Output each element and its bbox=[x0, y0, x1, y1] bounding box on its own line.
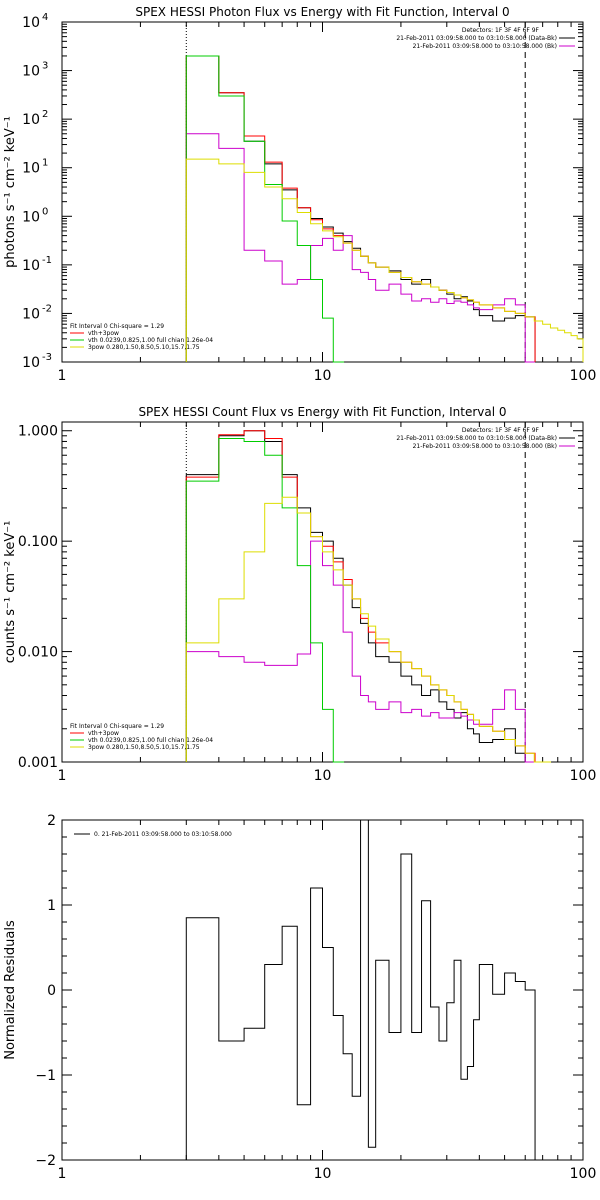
x-tick-label: 100 bbox=[570, 368, 597, 384]
y-tick-label: 2 bbox=[47, 813, 56, 829]
plot-frame bbox=[61, 421, 584, 763]
x-tick-label: 100 bbox=[570, 768, 597, 784]
legend-header: Fit Interval 0 Chi-square = 1.29 bbox=[70, 723, 164, 730]
legend-header: Fit Interval 0 Chi-square = 1.29 bbox=[70, 323, 164, 330]
y-tick-label: 10 bbox=[22, 15, 40, 31]
x-tick-label: 1 bbox=[58, 768, 67, 784]
series-line-1 bbox=[185, 540, 536, 763]
legend-entry: vth+3pow bbox=[88, 330, 119, 337]
x-tick-label: 1 bbox=[58, 368, 67, 384]
legend-header: Detectors: 1F 3F 4F 6F 9F bbox=[462, 427, 540, 434]
y-tick-label: 10 bbox=[22, 306, 40, 322]
y-axis-label: photons s⁻¹ cm⁻² keV⁻¹ bbox=[3, 116, 18, 268]
y-tick-exponent: -1 bbox=[42, 255, 52, 266]
series-line-0 bbox=[185, 430, 536, 763]
series-line-3 bbox=[185, 438, 345, 763]
panel-1: SPEX HESSI Count Flux vs Energy with Fit… bbox=[3, 405, 596, 784]
y-tick-label: 10 bbox=[22, 64, 40, 80]
legend-header: Detectors: 1F 3F 4F 6F 9F bbox=[462, 27, 540, 34]
y-tick-label: −2 bbox=[35, 1153, 56, 1169]
y-tick-label: 0.001 bbox=[18, 755, 58, 771]
y-tick-label: 10 bbox=[22, 258, 40, 274]
y-tick-label: 1.000 bbox=[18, 424, 58, 440]
series-line-0 bbox=[185, 819, 536, 1160]
x-tick-label: 10 bbox=[314, 768, 332, 784]
y-tick-exponent: -3 bbox=[42, 352, 52, 363]
series-line-3 bbox=[185, 55, 345, 363]
y-tick-label: 10 bbox=[22, 112, 40, 128]
legend-entry: 21-Feb-2011 03:09:58.000 to 03:10:58.000… bbox=[396, 35, 557, 42]
legend-entry: 21-Feb-2011 03:09:58.000 to 03:10:58.000… bbox=[396, 435, 557, 442]
x-tick-label: 10 bbox=[314, 368, 332, 384]
y-tick-exponent: 3 bbox=[42, 61, 48, 72]
y-tick-exponent: 2 bbox=[42, 109, 48, 120]
legend-top: 0. 21-Feb-2011 03:09:58.000 to 03:10:58.… bbox=[74, 831, 232, 838]
y-tick-label: −1 bbox=[35, 1068, 56, 1084]
x-tick-label: 10 bbox=[314, 1166, 332, 1182]
y-tick-exponent: 1 bbox=[42, 158, 48, 169]
chart-title: SPEX HESSI Count Flux vs Energy with Fit… bbox=[138, 405, 506, 419]
legend-entry: 21-Feb-2011 03:09:58.000 to 03:10:58.000… bbox=[413, 443, 557, 450]
legend-entry: 3pow 0.280,1.50,8.50,5.10,15.7,1.75 bbox=[88, 744, 200, 751]
legend-bottom: Fit Interval 0 Chi-square = 1.29vth+3pow… bbox=[70, 323, 213, 351]
panel-2: Normalized Residuals 1 10 100 −2 −1 0 1 2 0. 21-F… bbox=[3, 813, 596, 1182]
y-tick-exponent: -2 bbox=[42, 303, 52, 314]
y-axis-label: Normalized Residuals bbox=[3, 920, 18, 1060]
y-tick-exponent: 0 bbox=[42, 206, 48, 217]
series-line-2 bbox=[185, 430, 536, 762]
legend-entry: 3pow 0.280,1.50,8.50,5.10,15.7,1.75 bbox=[88, 344, 200, 351]
y-tick-label: 10 bbox=[22, 209, 40, 225]
y-tick-exponent: 4 bbox=[42, 12, 48, 23]
panel-0: SPEX HESSI Photon Flux vs Energy with Fi… bbox=[3, 5, 596, 384]
legend-entry: 0. 21-Feb-2011 03:09:58.000 to 03:10:58.… bbox=[94, 831, 232, 838]
series-line-1 bbox=[185, 133, 536, 363]
y-tick-label: 0 bbox=[47, 983, 56, 999]
y-tick-label: 10 bbox=[22, 355, 40, 371]
legend-entry: vth 0.0239,0.825,1.00 full chian 1.26e-0… bbox=[88, 737, 213, 744]
y-tick-label: 0.100 bbox=[18, 534, 58, 550]
series-line-0 bbox=[185, 55, 536, 362]
chart-title: SPEX HESSI Photon Flux vs Energy with Fi… bbox=[135, 5, 509, 19]
legend-entry: 21-Feb-2011 03:09:58.000 to 03:10:58.000… bbox=[413, 43, 557, 50]
legend-bottom: Fit Interval 0 Chi-square = 1.29vth+3pow… bbox=[70, 723, 213, 751]
x-tick-label: 1 bbox=[58, 1166, 67, 1182]
series-line-4 bbox=[185, 496, 552, 763]
y-tick-label: 0.010 bbox=[18, 645, 58, 661]
y-tick-label: 10 bbox=[22, 161, 40, 177]
y-tick-label: 1 bbox=[47, 898, 56, 914]
y-axis-label: counts s⁻¹ cm⁻² keV⁻¹ bbox=[3, 521, 18, 664]
series-line-4 bbox=[185, 158, 584, 362]
legend-entry: vth+3pow bbox=[88, 730, 119, 737]
x-tick-label: 100 bbox=[570, 1166, 597, 1182]
legend-entry: vth 0.0239,0.825,1.00 full chian 1.26e-0… bbox=[88, 337, 213, 344]
